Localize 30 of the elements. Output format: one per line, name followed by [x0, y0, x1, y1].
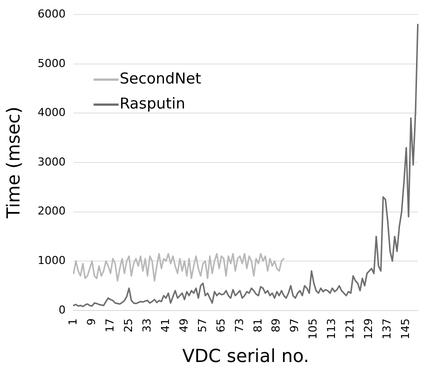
x-tick-label: 137 [380, 318, 394, 340]
x-tick-label: 57 [196, 318, 209, 332]
y-tick-label: 0 [58, 303, 66, 316]
x-tick-label: 17 [103, 318, 116, 332]
x-tick-label: 105 [306, 318, 320, 340]
y-tick-label: 2000 [38, 204, 66, 218]
x-tick-label: 33 [140, 318, 154, 332]
x-tick-label: 73 [232, 318, 246, 332]
x-tick-label: 9 [84, 318, 98, 326]
x-tick-label: 121 [344, 318, 357, 340]
x-axis-title: VDC serial no. [182, 346, 310, 367]
x-tick-label: 81 [251, 318, 264, 332]
x-tick-label: 113 [325, 318, 338, 340]
legend-label: SecondNet [120, 69, 202, 88]
x-tick-label: 25 [122, 318, 135, 332]
y-tick-label: 1000 [38, 254, 66, 267]
x-tick-label: 1 [66, 318, 80, 326]
y-axis-title: Time (msec) [3, 106, 24, 220]
x-tick-label: 129 [362, 318, 376, 340]
x-tick-label: 65 [214, 318, 228, 332]
x-tick-label: 41 [158, 318, 172, 332]
y-tick-label: 6000 [38, 7, 66, 20]
y-tick-label: 3000 [38, 155, 66, 168]
x-tick-label: 97 [288, 318, 302, 332]
y-tick-label: 5000 [38, 56, 66, 70]
x-tick-label: 49 [177, 318, 190, 332]
legend-label: Rasputin [120, 94, 186, 112]
x-tick-label: 145 [399, 318, 412, 340]
y-tick-label: 4000 [38, 106, 66, 120]
x-tick-label: 89 [270, 318, 283, 332]
